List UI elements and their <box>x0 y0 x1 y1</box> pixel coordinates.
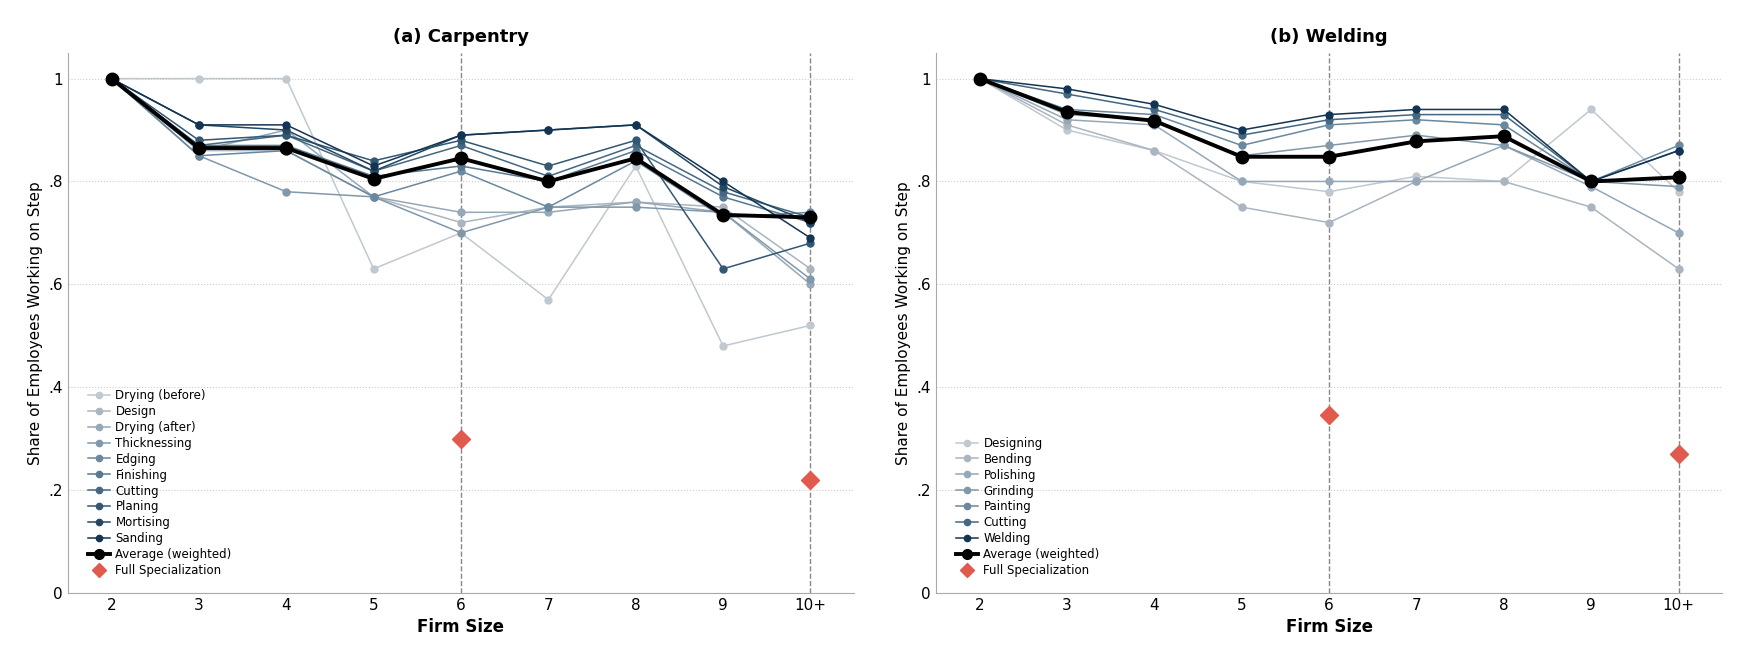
Y-axis label: Share of Employees Working on Step: Share of Employees Working on Step <box>896 181 910 465</box>
Legend: Drying (before), Design, Drying (after), Thicknessing, Edging, Finishing, Cuttin: Drying (before), Design, Drying (after),… <box>84 384 236 582</box>
Y-axis label: Share of Employees Working on Step: Share of Employees Working on Step <box>28 181 42 465</box>
Title: (b) Welding: (b) Welding <box>1270 28 1388 46</box>
Legend: Designing, Bending, Polishing, Grinding, Painting, Cutting, Welding, Average (we: Designing, Bending, Polishing, Grinding,… <box>952 432 1104 582</box>
X-axis label: Firm Size: Firm Size <box>418 618 504 636</box>
X-axis label: Firm Size: Firm Size <box>1286 618 1372 636</box>
Title: (a) Carpentry: (a) Carpentry <box>394 28 528 46</box>
